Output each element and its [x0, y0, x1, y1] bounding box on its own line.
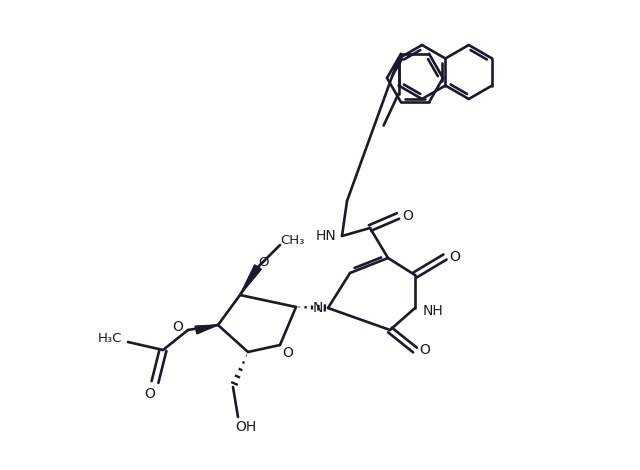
Text: O: O: [283, 346, 293, 360]
Text: O: O: [258, 256, 268, 268]
Text: O: O: [420, 343, 431, 357]
Polygon shape: [240, 265, 261, 295]
Text: NH: NH: [422, 304, 444, 318]
Text: O: O: [145, 387, 156, 401]
Text: OH: OH: [236, 420, 257, 434]
Text: N: N: [313, 301, 323, 315]
Text: O: O: [173, 320, 184, 334]
Text: H₃C: H₃C: [98, 331, 122, 345]
Text: O: O: [449, 250, 460, 264]
Text: HN: HN: [316, 229, 337, 243]
Polygon shape: [195, 325, 218, 334]
Text: O: O: [403, 209, 413, 223]
Text: CH₃: CH₃: [280, 234, 304, 246]
